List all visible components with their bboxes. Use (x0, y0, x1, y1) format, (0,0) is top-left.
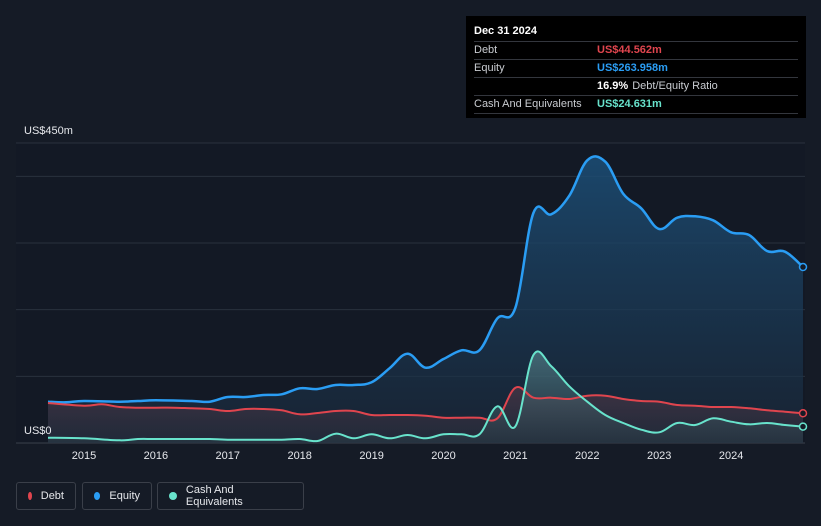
tooltip-ratio-row: 16.9% Debt/Equity Ratio (474, 77, 798, 95)
equity-endpoint (798, 262, 808, 272)
x-tick-2023: 2023 (646, 450, 672, 462)
equity-dot-icon (94, 492, 101, 500)
cash-dot-icon (169, 492, 177, 500)
tooltip-cash-value: US$24.631m (597, 98, 662, 110)
debt-line (47, 385, 804, 422)
y-axis-top-label: US$450m (24, 125, 73, 137)
tooltip-debt-label: Debt (474, 44, 498, 56)
x-tick-2015: 2015 (71, 450, 97, 462)
debt-dot-icon (28, 492, 32, 500)
legend-cash-label: Cash And Equivalents (185, 484, 243, 508)
x-tick-2022: 2022 (575, 450, 600, 462)
series-lines (47, 155, 804, 443)
cash-endpoint (798, 422, 808, 431)
equity-line (47, 155, 804, 404)
x-tick-2020: 2020 (431, 450, 456, 462)
legend-equity[interactable]: Equity (82, 482, 152, 510)
tooltip-debt-value: US$44.562m (597, 44, 662, 56)
tooltip-equity-value: US$263.958m (597, 62, 668, 74)
x-tick-2024: 2024 (718, 450, 744, 462)
tooltip-equity-row: Equity US$263.958m (474, 59, 798, 77)
tooltip-cash-row: Cash And Equivalents US$24.631m (474, 95, 798, 114)
tooltip-panel: Dec 31 2024 Debt US$44.562m Equity US$26… (466, 16, 806, 118)
tooltip-equity-label: Equity (474, 62, 505, 74)
legend-debt-label: Debt (40, 490, 64, 502)
legend-debt[interactable]: Debt (16, 482, 76, 510)
tooltip-ratio-value: 16.9% (597, 80, 629, 92)
x-tick-2016: 2016 (143, 450, 169, 462)
tooltip-date: Dec 31 2024 (474, 25, 537, 37)
x-tick-2017: 2017 (215, 450, 241, 462)
tooltip-ratio-label: Debt/Equity Ratio (632, 80, 718, 92)
debt-endpoint (798, 409, 808, 418)
legend-cash[interactable]: Cash And Equivalents (157, 482, 304, 510)
tooltip-cash-label: Cash And Equivalents (474, 98, 582, 110)
y-axis-bottom-label: US$0 (24, 425, 52, 437)
equity-area (48, 156, 803, 443)
x-tick-2019: 2019 (359, 450, 384, 462)
x-tick-2018: 2018 (287, 450, 312, 462)
legend-equity-label: Equity (109, 490, 140, 502)
cash-line (47, 350, 804, 443)
series-endpoints (798, 262, 808, 431)
tooltip-debt-row: Debt US$44.562m (474, 41, 798, 59)
x-tick-2021: 2021 (503, 450, 528, 462)
